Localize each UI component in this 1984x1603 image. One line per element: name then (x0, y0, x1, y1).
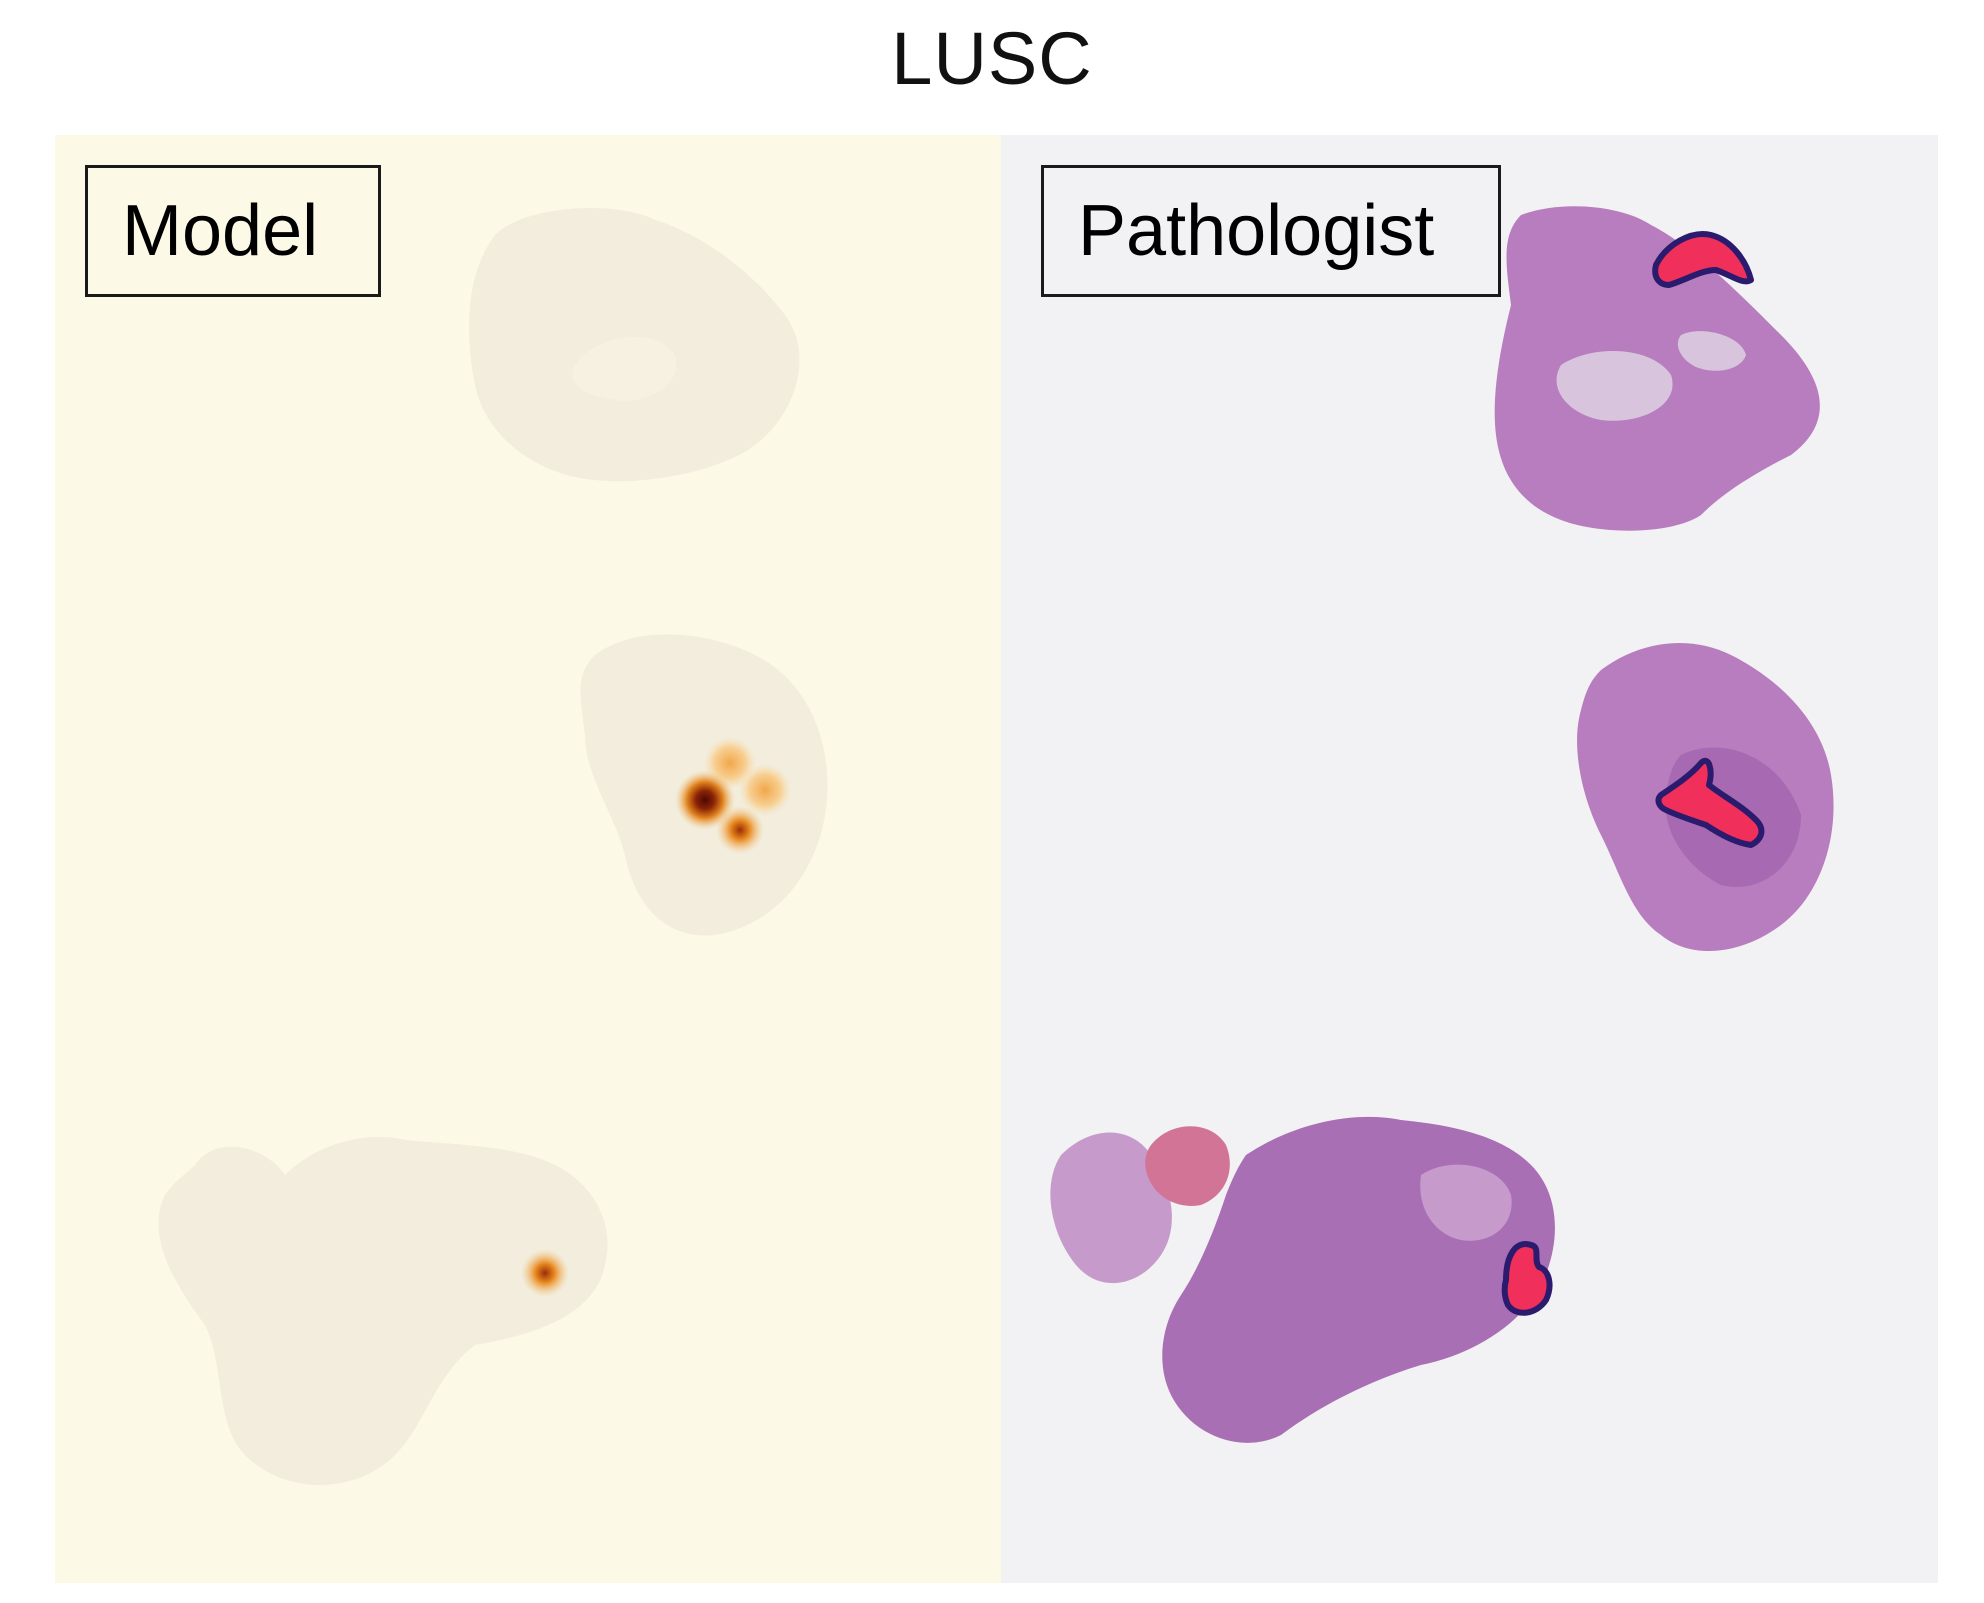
model-heat-spot-mid (521, 1249, 569, 1297)
model-heatmap-image (55, 135, 1001, 1583)
model-tissue-bottom (158, 1136, 608, 1485)
pathologist-annotation-bottom (1501, 1241, 1553, 1316)
pathologist-annotation-top (1652, 231, 1754, 288)
model-heat-spot-low (739, 764, 791, 816)
model-label: Model (85, 165, 381, 297)
model-heatmap-panel: Model (55, 135, 1001, 1583)
pathologist-annotation-middle (1655, 757, 1765, 848)
model-heat-spot-high (675, 770, 735, 830)
pathologist-label: Pathologist (1041, 165, 1501, 297)
pathologist-slide-panel: Pathologist (1001, 135, 1938, 1583)
figure-title: LUSC (891, 17, 1093, 100)
model-heat-spot-mid (716, 806, 764, 854)
pathologist-tissue-bottom-left (1050, 1132, 1172, 1284)
pathologist-tissue-bottom-small (1145, 1126, 1230, 1206)
pathologist-slide-image (1001, 135, 1938, 1583)
